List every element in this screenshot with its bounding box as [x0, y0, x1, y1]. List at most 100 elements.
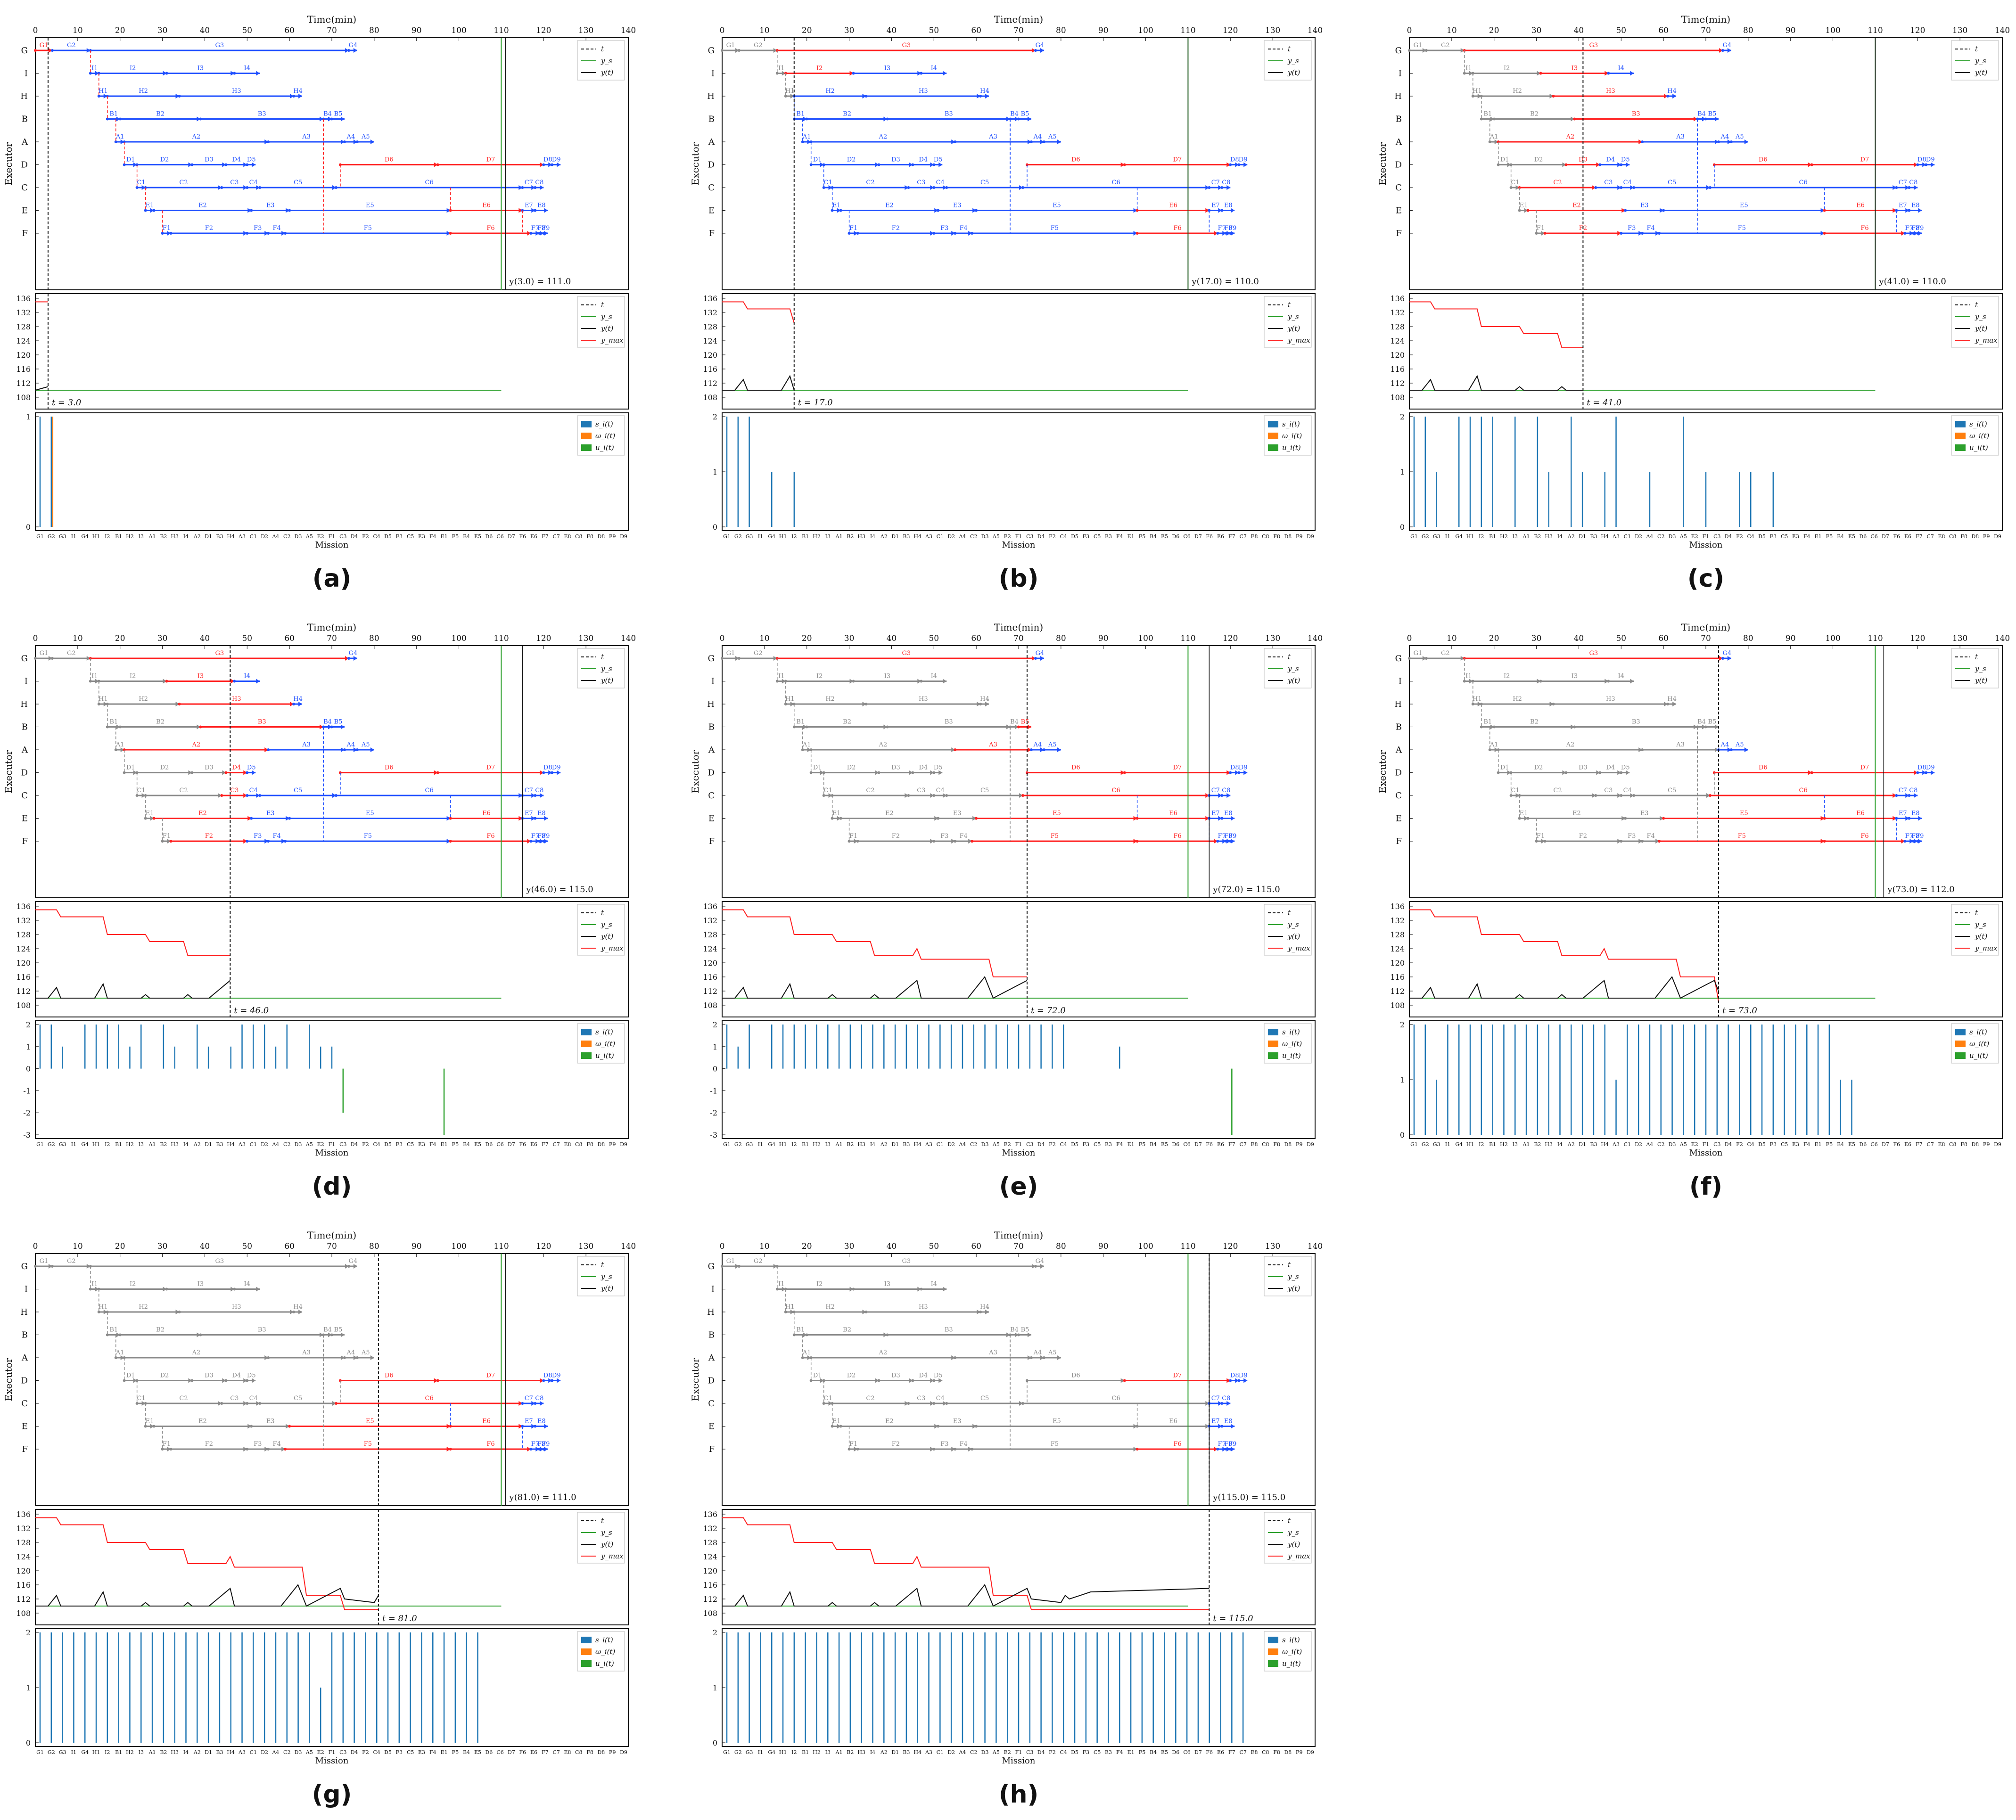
task-label: B5: [1021, 111, 1029, 118]
task-start: [1607, 680, 1610, 683]
task-start: [330, 725, 333, 729]
task-label: C4: [936, 1395, 945, 1402]
mission-tick-label: G1: [723, 533, 731, 540]
task-label: E6: [1169, 202, 1177, 209]
task-start: [979, 703, 982, 705]
mission-tick-label: H4: [913, 1749, 922, 1755]
task-label: F1: [1537, 833, 1545, 840]
yt-series: [722, 1584, 1210, 1607]
task-label: D8: [543, 1372, 552, 1379]
task-arrow: [328, 1332, 332, 1337]
task-label: H2: [825, 1304, 835, 1311]
task-start: [436, 163, 439, 166]
mission-tick-label: D2: [1635, 1141, 1642, 1148]
task-label: I2: [816, 1281, 823, 1288]
task-label: A4: [1033, 1349, 1042, 1356]
task-label: H3: [232, 88, 241, 95]
task-start: [937, 817, 940, 820]
task-start: [330, 117, 333, 121]
task-arrow: [332, 793, 336, 798]
task-label: E2: [1572, 202, 1581, 209]
task-arrow: [264, 1355, 269, 1360]
task-arrow: [943, 71, 947, 76]
task-arrow: [1727, 747, 1731, 752]
mission-tick-label: A4: [1646, 533, 1653, 540]
task-label: F9: [1916, 225, 1924, 232]
task-arrow: [434, 1378, 438, 1383]
task-start: [267, 748, 270, 751]
task-start: [1704, 725, 1707, 729]
task-arrow: [782, 71, 786, 76]
mission-tick-label: H2: [1500, 533, 1508, 540]
task-start: [178, 95, 181, 98]
task-arrow: [930, 1378, 934, 1383]
task-arrow: [1605, 71, 1609, 76]
time-tick-label: 40: [200, 1242, 210, 1251]
task-start: [1497, 771, 1500, 774]
task-arrow: [1617, 185, 1621, 190]
time-tick-label: 130: [1265, 634, 1280, 643]
task-label: H1: [785, 696, 795, 703]
task-start: [856, 232, 859, 235]
task-start: [1424, 49, 1428, 52]
executor-tick-label: E: [1396, 206, 1402, 216]
mission-tick-label: G3: [1433, 1141, 1440, 1148]
task-arrow: [345, 656, 349, 661]
y-tick-label: 124: [1390, 944, 1405, 953]
task-arrow: [1040, 747, 1044, 752]
ymax-series: [722, 1517, 1210, 1610]
executor-tick-label: D: [21, 1376, 28, 1386]
task-start: [97, 1311, 100, 1313]
task-start: [1408, 657, 1411, 660]
task-start: [1552, 95, 1555, 98]
task-label: D5: [1621, 764, 1630, 771]
task-start: [233, 680, 236, 683]
task-start: [1229, 771, 1232, 774]
mission-tick-label: G4: [1455, 1141, 1463, 1148]
legend-box: [577, 296, 625, 348]
mission-tick-label: D5: [1758, 533, 1766, 540]
legend-swatch: [1268, 1637, 1278, 1643]
task-label: E1: [146, 1418, 154, 1425]
task-label: E6: [1856, 810, 1865, 817]
task-label: B5: [1021, 1327, 1029, 1334]
task-arrow: [1218, 185, 1222, 190]
task-start: [864, 95, 868, 98]
legend-label: t: [1288, 909, 1291, 917]
task-arrow: [930, 839, 934, 844]
task-label: C7: [525, 787, 533, 794]
yt-series: [35, 1584, 379, 1607]
task-label: G3: [1589, 650, 1598, 657]
mission-tick-label: A3: [1612, 533, 1620, 540]
task-arrow: [972, 1424, 977, 1429]
mission-tick-label: D9: [1307, 533, 1314, 540]
task-arrow: [1120, 1378, 1125, 1383]
task-arrow: [1469, 71, 1473, 76]
y-tick-label: 108: [703, 393, 717, 402]
mission-tick-label: H3: [857, 533, 865, 540]
executor-tick-label: H: [1394, 699, 1402, 709]
task-label: D1: [1500, 764, 1509, 771]
task-start: [190, 771, 194, 774]
task-start: [775, 680, 779, 683]
task-start: [106, 725, 109, 729]
task-start: [267, 232, 270, 235]
task-arrow: [909, 770, 913, 775]
mission-tick-label: A2: [193, 533, 201, 540]
task-label: C4: [249, 787, 258, 794]
task-arrow: [938, 162, 943, 167]
task-start: [1810, 771, 1813, 774]
task-label: B2: [156, 1327, 165, 1334]
completion-label: y(81.0) = 111.0: [509, 1492, 576, 1502]
task-arrow: [782, 1287, 786, 1292]
ymax-series: [722, 909, 1027, 977]
legend-label: y_max: [1287, 336, 1310, 344]
task-start: [1220, 209, 1224, 212]
executor-tick-label: A: [1395, 137, 1402, 147]
gantt-legend: ty_sy(t): [1951, 40, 1999, 81]
task-start: [911, 163, 914, 166]
task-label: D3: [1579, 764, 1588, 771]
task-label: E3: [953, 810, 962, 817]
time-tick-label: 20: [115, 1242, 125, 1251]
y-tick-label: 120: [16, 959, 31, 967]
